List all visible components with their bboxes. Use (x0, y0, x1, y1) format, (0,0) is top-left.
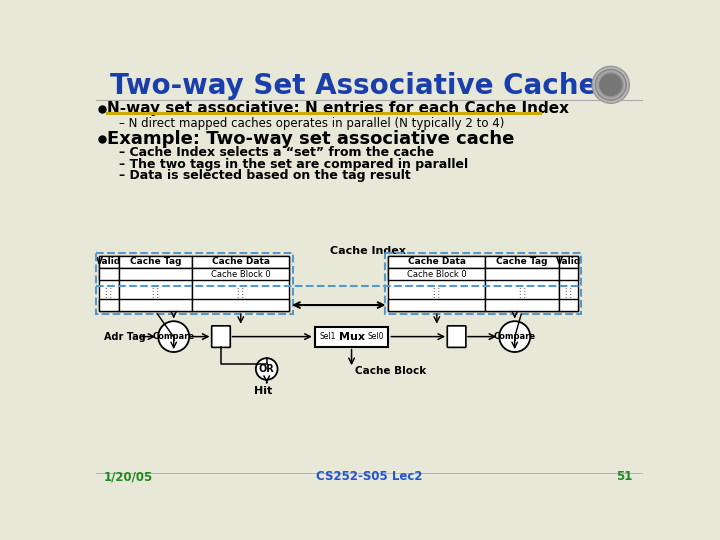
Bar (99, 268, 119, 280)
Bar (559, 256, 578, 311)
Text: : :: : : (152, 287, 159, 293)
Text: Two-way Set Associative Cache: Two-way Set Associative Cache (110, 72, 597, 100)
Text: – The two tags in the set are compared in parallel: – The two tags in the set are compared i… (120, 158, 469, 171)
Bar (388, 256, 485, 311)
Text: : :: : : (433, 287, 441, 293)
Bar (388, 268, 485, 280)
Text: – N direct mapped caches operates in parallel (N typically 2 to 4): – N direct mapped caches operates in par… (120, 117, 505, 130)
Bar (388, 256, 485, 268)
Bar (192, 268, 289, 280)
FancyBboxPatch shape (447, 326, 466, 347)
Bar (192, 256, 289, 311)
Bar (485, 299, 559, 311)
Bar (119, 256, 192, 311)
Circle shape (593, 66, 629, 103)
Bar (559, 268, 578, 280)
Bar (485, 256, 559, 268)
Text: CS252-S05 Lec2: CS252-S05 Lec2 (316, 470, 422, 483)
Circle shape (499, 321, 530, 352)
Bar (99, 256, 119, 311)
Text: Cache Block 0: Cache Block 0 (211, 270, 271, 279)
Text: 51: 51 (616, 470, 632, 483)
Text: Cache Block: Cache Block (355, 366, 426, 376)
Text: Cache Data: Cache Data (408, 258, 466, 266)
Text: : :: : : (237, 287, 244, 293)
Circle shape (595, 70, 626, 100)
Text: Hit: Hit (254, 386, 273, 395)
Text: 1/20/05: 1/20/05 (104, 470, 153, 483)
Bar (96, 253, 293, 314)
Text: Cache Block 0: Cache Block 0 (407, 270, 467, 279)
Bar (192, 256, 289, 268)
Bar (99, 299, 119, 311)
Circle shape (256, 358, 277, 380)
Circle shape (598, 72, 624, 97)
Text: : :: : : (106, 293, 112, 299)
Text: Valid: Valid (96, 258, 122, 266)
Bar (99, 256, 119, 268)
Circle shape (594, 68, 628, 102)
Text: : :: : : (237, 293, 244, 299)
Text: : :: : : (152, 293, 159, 299)
Text: Cache Index: Cache Index (330, 246, 405, 256)
Bar (559, 256, 578, 268)
Bar (119, 256, 192, 268)
Circle shape (600, 74, 621, 96)
Text: Cache Tag: Cache Tag (496, 258, 548, 266)
Circle shape (158, 321, 189, 352)
Bar (559, 299, 578, 311)
Bar (192, 299, 289, 311)
Text: Mux: Mux (338, 332, 364, 342)
Text: N-way set associative: N entries for each Cache Index: N-way set associative: N entries for eac… (107, 101, 569, 116)
Text: Sel1: Sel1 (320, 332, 336, 341)
Bar (315, 327, 388, 347)
Text: Cache Data: Cache Data (212, 258, 270, 266)
Text: Valid: Valid (556, 258, 581, 266)
Text: Cache Tag: Cache Tag (130, 258, 181, 266)
Text: : :: : : (518, 287, 526, 293)
Text: Example: Two-way set associative cache: Example: Two-way set associative cache (107, 130, 514, 148)
Bar (485, 268, 559, 280)
Text: – Cache Index selects a “set” from the cache: – Cache Index selects a “set” from the c… (120, 146, 435, 159)
Text: Sel0: Sel0 (367, 332, 384, 341)
Text: : :: : : (565, 293, 572, 299)
Bar (384, 253, 581, 314)
Bar (388, 299, 485, 311)
Text: : :: : : (518, 293, 526, 299)
Bar (119, 268, 192, 280)
Circle shape (597, 71, 625, 99)
Text: : :: : : (565, 287, 572, 293)
Text: Adr Tag: Adr Tag (104, 332, 145, 342)
Text: – Data is selected based on the tag result: – Data is selected based on the tag resu… (120, 169, 411, 182)
Text: : :: : : (106, 287, 112, 293)
Bar (119, 299, 192, 311)
Text: Compare: Compare (494, 332, 536, 341)
Text: : :: : : (433, 293, 441, 299)
Bar (485, 256, 559, 311)
FancyBboxPatch shape (212, 326, 230, 347)
Text: OR: OR (258, 364, 274, 374)
Text: Compare: Compare (153, 332, 195, 341)
